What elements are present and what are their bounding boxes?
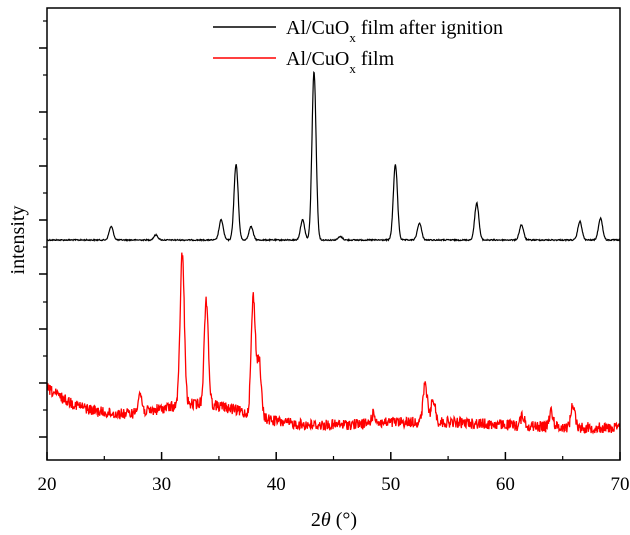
x-axis-theta: θ bbox=[321, 509, 331, 531]
legend-label-after-ignition: Al/CuOx film after ignition bbox=[286, 17, 503, 45]
x-tick-label: 20 bbox=[38, 474, 57, 495]
legend-label-film: Al/CuOx film bbox=[286, 48, 395, 76]
x-tick-label: 50 bbox=[381, 474, 400, 495]
x-tick-label: 30 bbox=[152, 474, 171, 495]
legend: Al/CuOx film after ignition Al/CuOx film bbox=[213, 17, 503, 76]
x-axis-title: 2θ (°) bbox=[311, 509, 357, 531]
x-axis-ticks: 20 30 40 50 60 70 bbox=[38, 452, 630, 495]
series-line-after-ignition bbox=[46, 71, 621, 243]
legend-entry-film: Al/CuOx film bbox=[213, 48, 395, 76]
y-axis-title: intensity bbox=[7, 206, 29, 275]
x-tick-label: 40 bbox=[267, 474, 286, 495]
x-tick-label: 70 bbox=[611, 474, 630, 495]
series-layer bbox=[46, 71, 621, 435]
x-tick-label: 60 bbox=[496, 474, 515, 495]
plot-frame bbox=[46, 7, 621, 461]
legend-entry-after-ignition: Al/CuOx film after ignition bbox=[213, 17, 503, 45]
y-axis-ticks bbox=[39, 20, 47, 438]
series-line-film bbox=[46, 252, 621, 435]
